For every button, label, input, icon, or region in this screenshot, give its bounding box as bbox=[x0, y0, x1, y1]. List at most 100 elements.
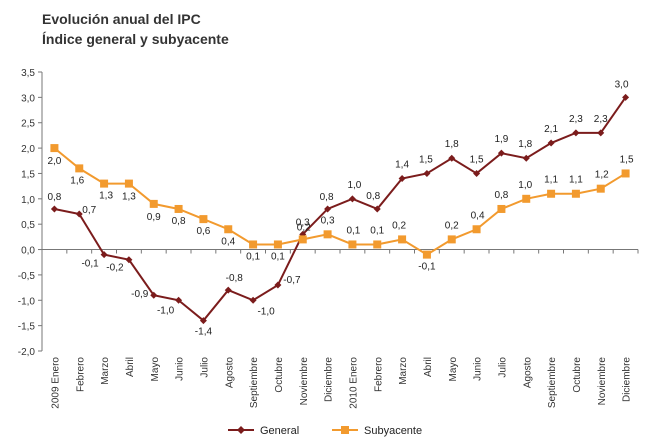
data-point-subyacente bbox=[497, 204, 506, 213]
data-point-general bbox=[522, 154, 530, 162]
data-label-general: 2,3 bbox=[569, 114, 583, 125]
data-point-subyacente bbox=[224, 225, 233, 234]
y-tick-label: 2,0 bbox=[21, 144, 35, 155]
x-tick-label: Diciembre bbox=[324, 357, 335, 402]
data-label-general: 1,4 bbox=[395, 160, 409, 171]
data-point-subyacente bbox=[373, 240, 382, 249]
data-label-subyacente: 1,2 bbox=[595, 170, 609, 181]
data-point-subyacente bbox=[124, 179, 133, 188]
data-point-general bbox=[75, 210, 83, 218]
data-label-subyacente: 0,1 bbox=[346, 225, 360, 236]
legend-label-subyacente: Subyacente bbox=[364, 425, 422, 437]
data-label-general: 3,0 bbox=[615, 79, 629, 90]
y-tick-label: -0,5 bbox=[18, 271, 36, 282]
data-label-general: -0,7 bbox=[283, 275, 301, 286]
data-label-general: 0,7 bbox=[82, 205, 96, 216]
data-point-subyacente bbox=[398, 235, 407, 244]
x-tick-label: Septiembre bbox=[547, 357, 558, 409]
data-point-general bbox=[473, 169, 481, 177]
y-tick-label: -2,0 bbox=[18, 347, 36, 358]
data-point-general bbox=[572, 129, 580, 137]
data-point-general bbox=[100, 251, 108, 259]
data-label-subyacente: 1,5 bbox=[620, 154, 634, 165]
data-label-general: 1,8 bbox=[445, 139, 459, 150]
data-label-general: 0,8 bbox=[366, 191, 380, 202]
data-point-general bbox=[448, 154, 456, 162]
x-tick-label: Abril bbox=[125, 357, 136, 377]
data-point-subyacente bbox=[323, 230, 332, 239]
data-point-subyacente bbox=[571, 189, 580, 198]
chart-title: Evolución anual del IPC bbox=[42, 11, 201, 27]
data-point-general bbox=[324, 205, 332, 213]
x-tick-label: Octubre bbox=[572, 357, 583, 393]
data-point-general bbox=[224, 286, 232, 294]
x-tick-label: Marzo bbox=[100, 357, 111, 385]
y-tick-label: 2,5 bbox=[21, 119, 35, 130]
data-point-general bbox=[125, 256, 133, 264]
x-tick-label: Agosto bbox=[224, 357, 235, 389]
data-point-general bbox=[50, 205, 58, 213]
legend-label-general: General bbox=[260, 425, 299, 437]
data-label-subyacente: 0,1 bbox=[271, 251, 285, 262]
series-line-general bbox=[54, 96, 627, 322]
x-tick-label: Febrero bbox=[373, 357, 384, 392]
data-point-general bbox=[497, 149, 505, 157]
data-label-subyacente: 0,2 bbox=[445, 220, 459, 231]
data-point-general bbox=[199, 317, 207, 325]
data-point-subyacente bbox=[447, 235, 456, 244]
x-tick-label: Junio bbox=[175, 357, 186, 381]
data-label-subyacente: 1,1 bbox=[569, 175, 583, 186]
data-point-subyacente bbox=[298, 235, 307, 244]
x-tick-label: Julio bbox=[497, 357, 508, 378]
data-label-general: 2,1 bbox=[544, 124, 558, 135]
data-label-subyacente: 0,3 bbox=[321, 215, 335, 226]
data-label-general: -1,0 bbox=[257, 306, 275, 317]
x-tick-label: Febrero bbox=[75, 357, 86, 392]
y-tick-label: 0,0 bbox=[21, 246, 35, 257]
data-label-general: 0,8 bbox=[47, 192, 61, 203]
data-label-subyacente: 0,1 bbox=[370, 225, 384, 236]
data-point-general bbox=[175, 296, 183, 304]
data-point-subyacente bbox=[621, 169, 630, 178]
data-point-general bbox=[274, 281, 282, 289]
x-tick-label: Septiembre bbox=[249, 357, 260, 409]
x-tick-label: 2010 Enero bbox=[348, 357, 359, 409]
y-tick-label: 3,0 bbox=[21, 93, 35, 104]
data-label-general: -0,9 bbox=[131, 289, 149, 300]
data-point-subyacente bbox=[174, 204, 183, 213]
data-label-subyacente: -0,1 bbox=[418, 262, 436, 273]
data-label-general: 1,0 bbox=[347, 180, 361, 191]
series-line-subyacente bbox=[53, 147, 627, 256]
data-point-subyacente bbox=[273, 240, 282, 249]
data-label-general: -0,8 bbox=[226, 273, 244, 284]
legend-marker-subyacente bbox=[341, 426, 349, 434]
data-label-subyacente: 1,6 bbox=[70, 175, 84, 186]
data-label-subyacente: 0,2 bbox=[392, 220, 406, 231]
data-label-general: 1,8 bbox=[518, 139, 532, 150]
x-tick-label: Agosto bbox=[522, 357, 533, 389]
data-point-subyacente bbox=[50, 144, 59, 153]
x-tick-label: Noviembre bbox=[597, 357, 608, 406]
data-point-subyacente bbox=[547, 189, 556, 198]
legend-marker-general bbox=[237, 426, 245, 434]
data-label-general: 1,9 bbox=[494, 134, 508, 145]
data-point-general bbox=[150, 291, 158, 299]
data-point-general bbox=[348, 195, 356, 203]
y-tick-label: -1,0 bbox=[18, 296, 36, 307]
data-label-subyacente: 0,2 bbox=[297, 222, 311, 233]
x-tick-label: Octubre bbox=[274, 357, 285, 393]
data-point-general bbox=[249, 296, 257, 304]
x-tick-label: Noviembre bbox=[299, 357, 310, 406]
data-point-general bbox=[597, 129, 605, 137]
x-tick-label: Junio bbox=[473, 357, 484, 381]
x-tick-label: 2009 Enero bbox=[50, 357, 61, 409]
data-label-general: -0,1 bbox=[81, 259, 99, 270]
x-tick-label: Diciembre bbox=[622, 357, 633, 402]
y-tick-label: 3,5 bbox=[21, 68, 35, 79]
data-point-subyacente bbox=[522, 194, 531, 203]
data-label-subyacente: 1,3 bbox=[122, 192, 136, 203]
data-point-subyacente bbox=[199, 215, 208, 224]
data-label-subyacente: 2,0 bbox=[47, 156, 61, 167]
data-label-general: 0,8 bbox=[320, 192, 334, 203]
data-label-general: -1,4 bbox=[195, 327, 213, 338]
